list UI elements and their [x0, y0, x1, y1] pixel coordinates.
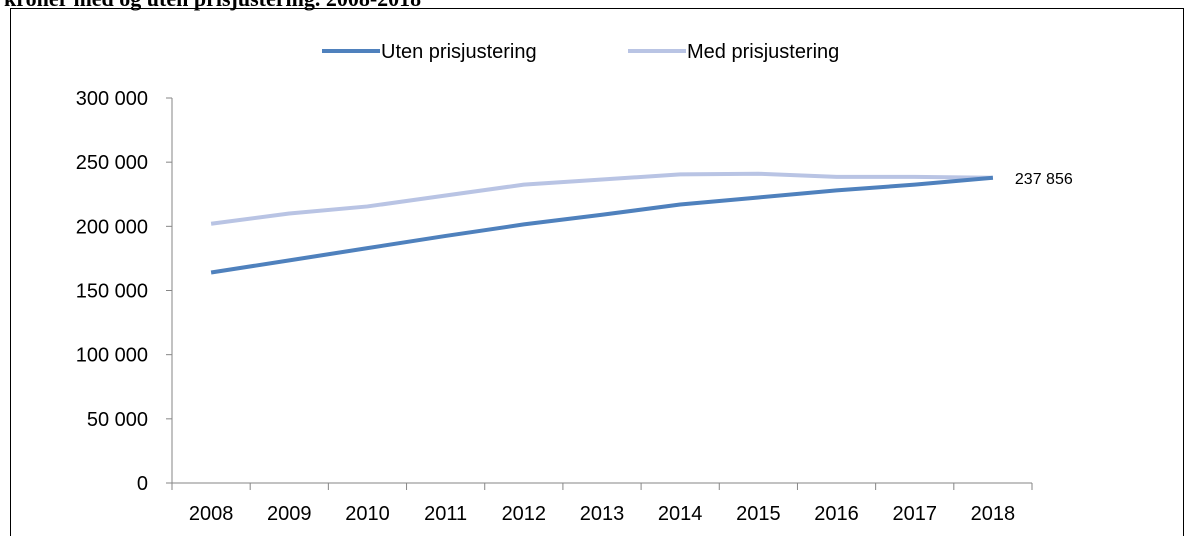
chart-border [10, 8, 1184, 536]
y-tick-label: 100 000 [76, 345, 148, 367]
y-tick-label: 250 000 [76, 152, 148, 174]
chart-title: kroner med og uten prisjustering. 2008-2… [4, 0, 421, 11]
x-tick-label: 2012 [502, 503, 547, 525]
y-tick-label: 50 000 [87, 409, 148, 431]
x-tick-label: 2016 [814, 503, 859, 525]
y-tick-label: 150 000 [76, 281, 148, 303]
legend-label: Uten prisjustering [381, 41, 537, 63]
x-tick-label: 2018 [971, 503, 1016, 525]
data-label: 237 856 [1015, 171, 1073, 188]
x-tick-label: 2011 [424, 503, 467, 525]
x-tick-label: 2013 [580, 503, 625, 525]
x-tick-label: 2017 [892, 503, 937, 525]
y-tick-label: 300 000 [76, 88, 148, 110]
x-tick-label: 2009 [267, 503, 312, 525]
line-series [210, 171, 993, 226]
x-tick-label: 2015 [736, 503, 781, 525]
y-tick-label: 200 000 [76, 216, 148, 238]
x-tick-label: 2014 [658, 503, 703, 525]
x-tick-label: 2008 [189, 503, 234, 525]
line-series [210, 175, 994, 275]
legend-label: Med prisjustering [687, 41, 839, 63]
x-tick-label: 2010 [345, 503, 390, 525]
y-tick-label: 0 [137, 473, 148, 495]
